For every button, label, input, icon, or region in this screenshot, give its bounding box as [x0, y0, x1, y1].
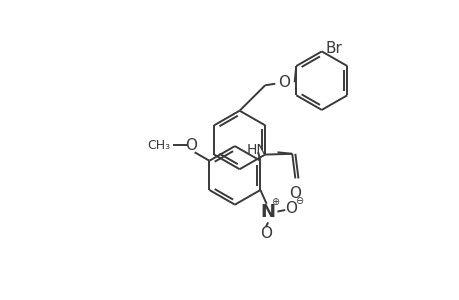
- Text: HN: HN: [246, 143, 267, 157]
- Text: CH₃: CH₃: [146, 139, 169, 152]
- Text: ⊖: ⊖: [295, 196, 302, 206]
- Text: N: N: [260, 202, 275, 220]
- Text: O: O: [278, 76, 290, 91]
- Text: ⊕: ⊕: [270, 197, 279, 207]
- Text: O: O: [289, 186, 301, 201]
- Text: Br: Br: [325, 41, 342, 56]
- Text: O: O: [285, 201, 297, 216]
- Text: O: O: [259, 226, 271, 241]
- Text: O: O: [185, 138, 197, 153]
